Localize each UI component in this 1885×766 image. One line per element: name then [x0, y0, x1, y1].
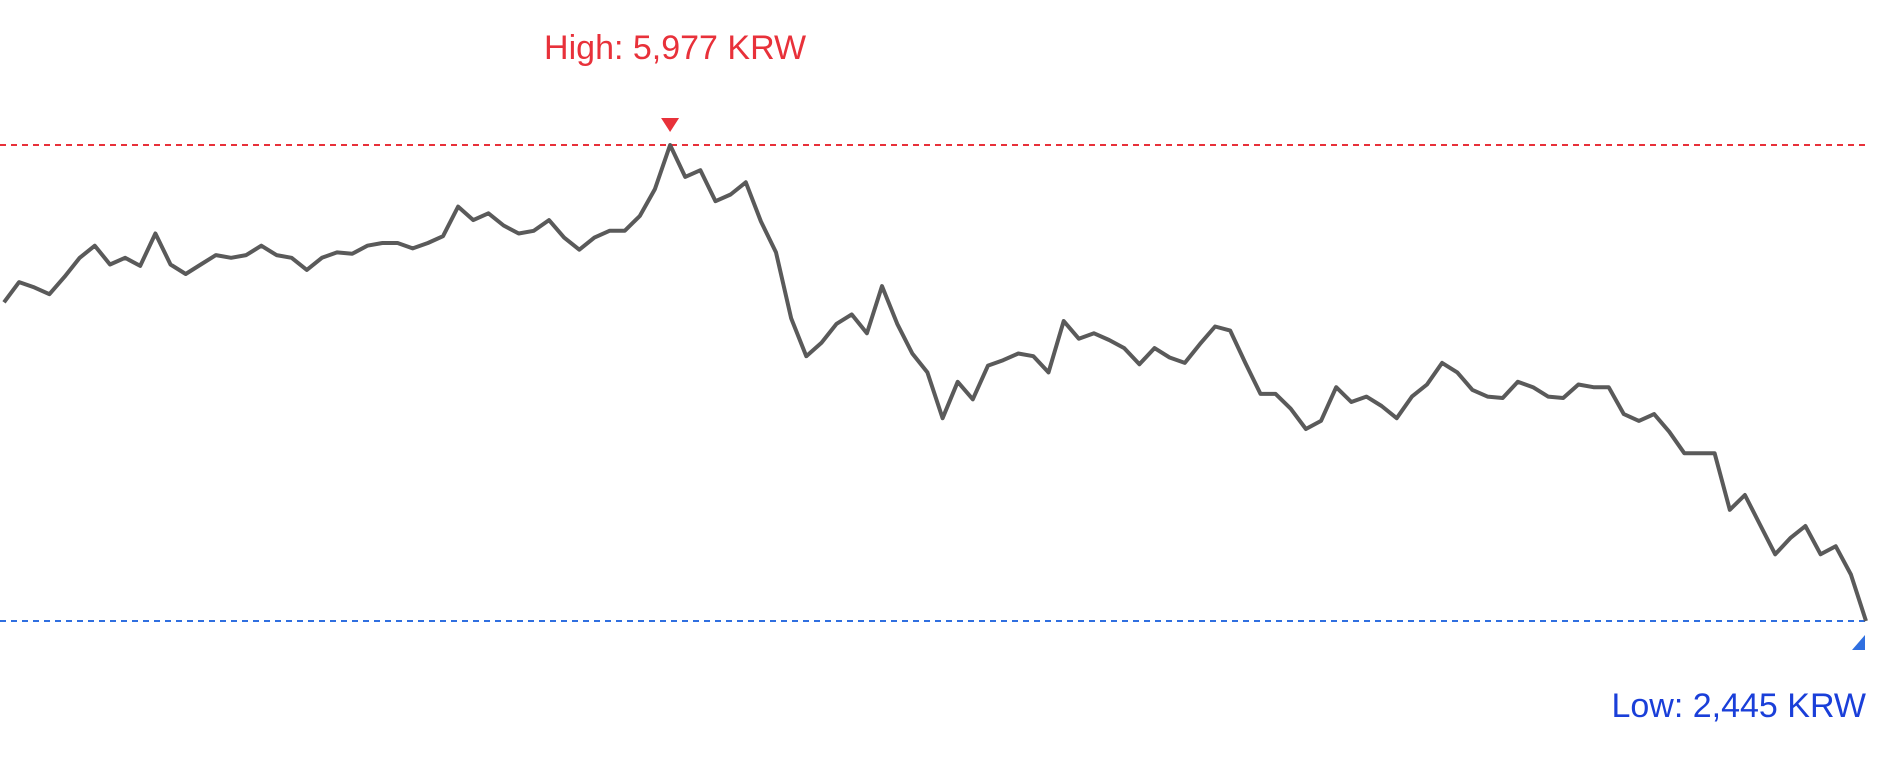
- low-marker: [1852, 635, 1865, 650]
- high-marker: [661, 118, 680, 132]
- low-label: Low: 2,445 KRW: [1611, 687, 1866, 725]
- high-label: High: 5,977 KRW: [544, 29, 806, 67]
- price-line: [2, 143, 1868, 622]
